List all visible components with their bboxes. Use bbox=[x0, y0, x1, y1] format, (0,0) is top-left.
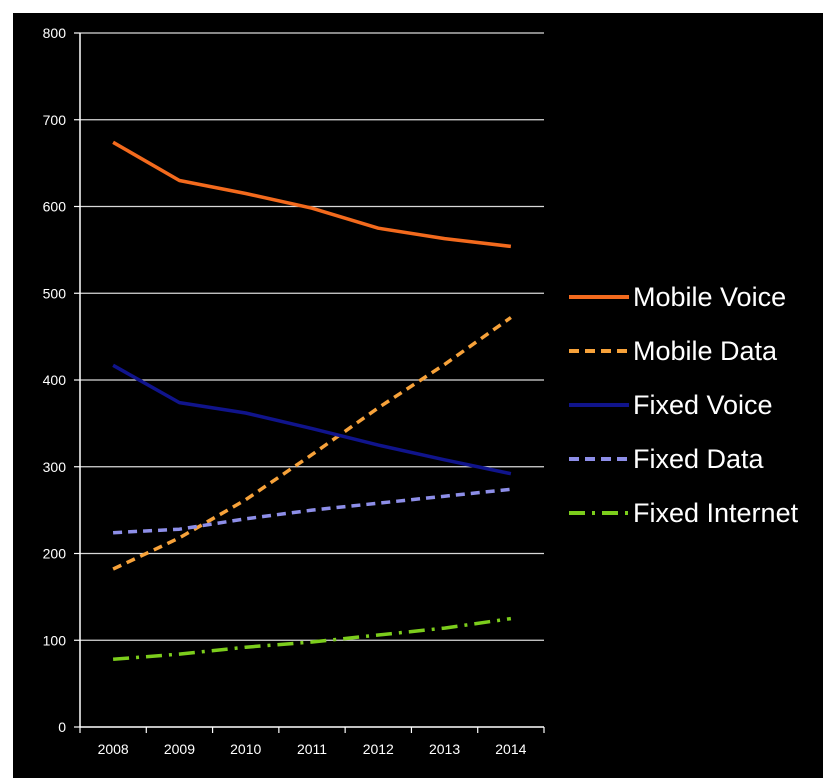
series-line-fixed-data bbox=[113, 487, 512, 535]
y-tick-label: 700 bbox=[43, 112, 67, 128]
x-tick-label: 2013 bbox=[429, 741, 460, 757]
y-tick-label: 500 bbox=[43, 285, 67, 301]
y-tick-label: 300 bbox=[43, 459, 67, 475]
chart-frame: 0 100 200 300 400 500 600 700 800 2008 2009 2010 20… bbox=[13, 13, 823, 778]
series-lines bbox=[112, 140, 512, 662]
x-tick-label: 2011 bbox=[297, 741, 327, 757]
y-tick-label: 800 bbox=[43, 25, 67, 41]
y-tick-labels: 0 100 200 300 400 500 600 700 800 bbox=[43, 25, 67, 735]
legend-label: Fixed Data bbox=[633, 444, 765, 474]
x-tick-labels: 2008 2009 2010 2011 2012 2013 2014 bbox=[98, 741, 527, 757]
y-tick-label: 200 bbox=[43, 546, 67, 562]
x-tick-label: 2014 bbox=[495, 741, 526, 757]
axes bbox=[74, 32, 545, 733]
x-tick-label: 2012 bbox=[363, 741, 394, 757]
x-tick-label: 2010 bbox=[230, 741, 261, 757]
legend-label: Mobile Data bbox=[633, 336, 778, 366]
legend-label: Fixed Internet bbox=[633, 498, 799, 528]
series-line-fixed-internet bbox=[112, 616, 512, 662]
y-tick-label: 0 bbox=[58, 719, 66, 735]
legend: Mobile Voice Mobile Data Fixed Voice Fixed … bbox=[569, 282, 799, 528]
x-tick-label: 2008 bbox=[98, 741, 129, 757]
series-line-fixed-voice bbox=[112, 363, 512, 476]
y-tick-label: 400 bbox=[43, 372, 67, 388]
y-tick-label: 600 bbox=[43, 199, 67, 215]
legend-label: Mobile Voice bbox=[633, 282, 786, 312]
series-line-mobile-voice bbox=[112, 140, 512, 249]
series-line-mobile-data bbox=[112, 316, 512, 571]
legend-label: Fixed Voice bbox=[633, 390, 773, 420]
gridlines bbox=[80, 32, 544, 641]
x-tick-label: 2009 bbox=[164, 741, 195, 757]
y-tick-label: 100 bbox=[43, 632, 67, 648]
